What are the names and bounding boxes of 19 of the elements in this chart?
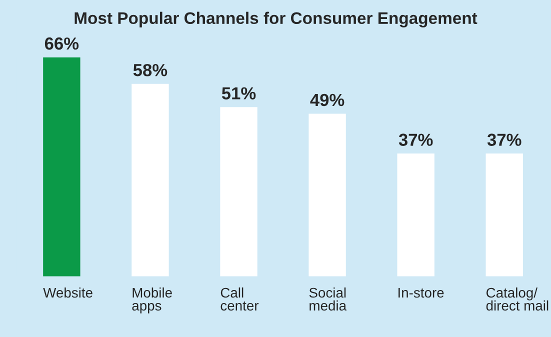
data-label: 66%: [44, 37, 79, 50]
x-tick-label: Website: [43, 287, 92, 298]
x-tick-label: In-store: [398, 288, 444, 298]
x-tick-label: Catalog/ direct mail: [486, 287, 548, 311]
bar: [486, 154, 523, 276]
bar: [220, 107, 258, 276]
x-tick-label: Social media: [309, 287, 347, 311]
data-label: 37%: [398, 134, 433, 146]
bar: [43, 57, 80, 276]
x-tick-label: Mobile apps: [132, 287, 172, 314]
data-label: 58%: [133, 64, 168, 76]
bar: [132, 84, 169, 276]
data-label: 51%: [222, 87, 256, 100]
bar: [397, 154, 434, 276]
chart-title: Most Popular Channels for Consumer Engagement: [74, 12, 478, 28]
x-tick-label: Call center: [220, 287, 259, 311]
data-label: 37%: [487, 134, 522, 146]
data-label: 49%: [310, 94, 344, 106]
bar: [308, 114, 346, 276]
